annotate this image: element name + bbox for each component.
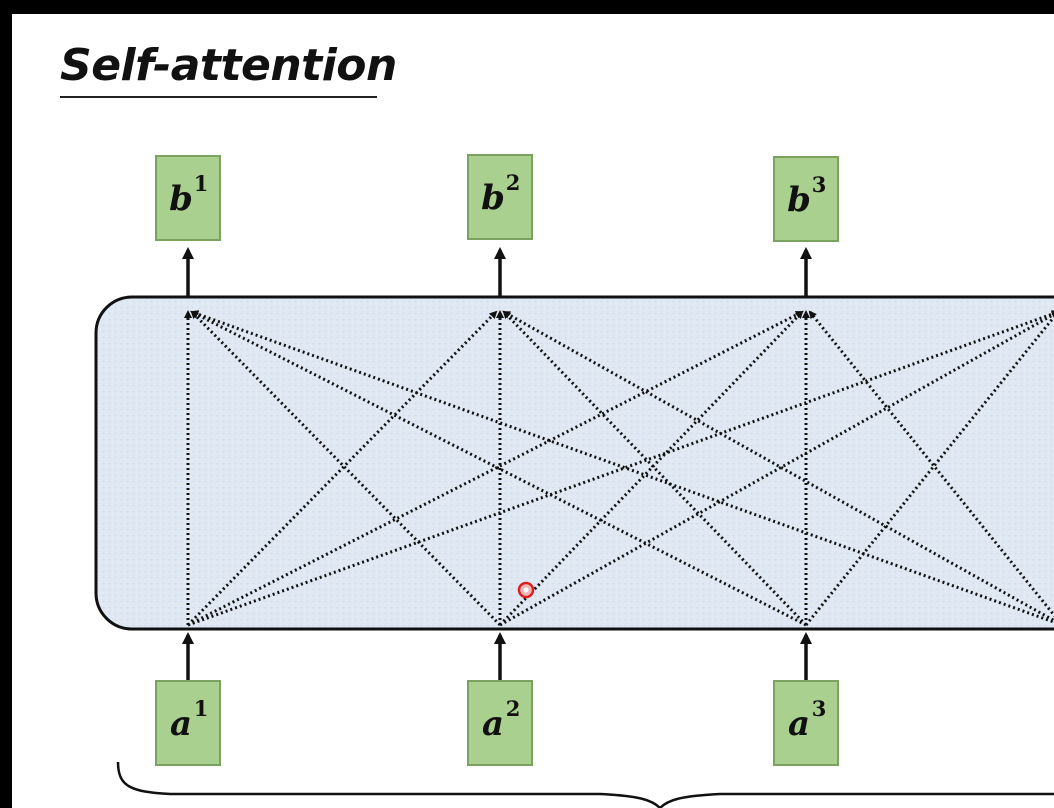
attention-line — [186, 310, 498, 627]
attention-connections — [184, 310, 1054, 627]
input-vector-a3-superscript: 3 — [812, 696, 827, 721]
title-underline — [60, 96, 377, 98]
input-vector-a1-symbol: a — [170, 704, 192, 744]
attention-line — [804, 310, 1054, 626]
input-vector-a1-superscript: 1 — [194, 696, 209, 721]
attention-line — [190, 310, 1054, 624]
io-arrows — [182, 247, 812, 680]
self-attention-block — [94, 295, 1054, 631]
output-vector-b1-symbol: b — [169, 179, 193, 219]
attention-line — [808, 310, 1054, 618]
output-vector-b3-superscript: 3 — [812, 172, 827, 197]
input-vector-a3-box — [773, 680, 839, 766]
output-vector-b1-superscript: 1 — [194, 171, 209, 196]
input-vector-a2-box — [467, 680, 533, 766]
attention-line — [187, 310, 1054, 627]
attention-line — [499, 311, 1054, 627]
input-vector-a1-box — [155, 680, 221, 766]
input-vector-a2-symbol: a — [482, 704, 504, 744]
output-vector-b1-box — [155, 155, 221, 241]
output-vector-b3-symbol: b — [787, 180, 811, 220]
output-vector-b2-superscript: 2 — [506, 170, 521, 195]
input-vector-a2-superscript: 2 — [506, 696, 521, 721]
input-vector-a3-symbol: a — [788, 704, 810, 744]
output-vector-b3-box — [773, 156, 839, 242]
cursor-indicator-center — [523, 587, 529, 593]
output-vector-b2-box — [467, 154, 533, 240]
slide-title: Self-attention — [60, 40, 397, 91]
sequence-brace — [116, 761, 1054, 808]
output-vector-b2-symbol: b — [481, 178, 505, 218]
attention-line — [190, 310, 502, 627]
attention-line — [502, 310, 1054, 623]
